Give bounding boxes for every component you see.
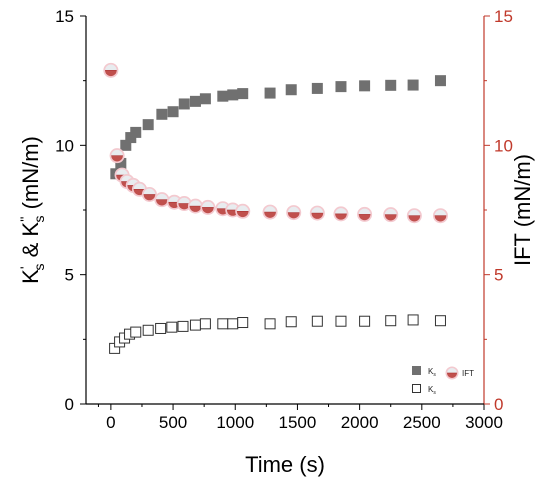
ift-point bbox=[176, 196, 192, 212]
legend-ks1-marker bbox=[412, 366, 421, 375]
ks1-point bbox=[385, 79, 397, 91]
ks2-point bbox=[335, 315, 347, 327]
ift-point bbox=[141, 186, 157, 202]
x-ticks: 0 500 1000 1500 2000 2500 3000 bbox=[97, 404, 503, 432]
ift-point bbox=[154, 192, 170, 208]
right-tick-label: 0 bbox=[494, 395, 503, 414]
ks2-point bbox=[407, 314, 419, 326]
left-y-ticks: 0 5 10 15 bbox=[55, 7, 86, 414]
ks2-point bbox=[264, 318, 276, 330]
x-tick-label: 500 bbox=[159, 413, 187, 432]
ks1-point bbox=[407, 79, 419, 91]
left-tick-label: 0 bbox=[65, 395, 74, 414]
x-tick-label: 0 bbox=[106, 413, 115, 432]
right-axis-title: IFT (mN/m) bbox=[510, 154, 535, 266]
ks2-point bbox=[155, 322, 167, 334]
ks1-point bbox=[217, 90, 229, 102]
x-tick-label: 1500 bbox=[279, 413, 317, 432]
right-tick-label: 5 bbox=[494, 266, 503, 285]
ks1-point bbox=[227, 89, 239, 101]
right-y-ticks: 0 5 10 15 bbox=[484, 7, 513, 414]
left-tick-label: 10 bbox=[55, 136, 74, 155]
ift-point bbox=[262, 204, 278, 220]
ks2-point bbox=[285, 316, 297, 328]
ks1-point bbox=[156, 108, 168, 120]
data-points bbox=[103, 62, 448, 354]
left-tick-label: 5 bbox=[65, 266, 74, 285]
legend: Ks Ks IFT bbox=[412, 366, 474, 396]
ks1-point bbox=[264, 87, 276, 99]
ks2-point bbox=[385, 315, 397, 327]
ift-point bbox=[357, 206, 373, 222]
ks2-point bbox=[130, 326, 142, 338]
ks2-point bbox=[189, 319, 201, 331]
legend-ks2-label: Ks bbox=[428, 385, 436, 396]
ks1-point bbox=[237, 88, 249, 100]
x-tick-label: 2000 bbox=[341, 413, 379, 432]
ks1-point bbox=[115, 157, 127, 169]
ks2-point bbox=[177, 320, 189, 332]
ks1-point bbox=[142, 119, 154, 131]
ks1-point bbox=[189, 95, 201, 107]
ks2-point bbox=[217, 318, 229, 330]
ks1-point bbox=[178, 98, 190, 110]
ks1-point bbox=[335, 81, 347, 93]
ift-point bbox=[383, 207, 399, 223]
ift-point bbox=[406, 208, 422, 224]
ks2-point bbox=[434, 315, 446, 327]
legend-ks2-marker bbox=[412, 384, 421, 393]
left-tick-label: 15 bbox=[55, 7, 74, 26]
ift-point bbox=[333, 206, 349, 222]
x-axis-title: Time (s) bbox=[245, 452, 325, 477]
ks1-point bbox=[167, 106, 179, 118]
ks2-point bbox=[311, 315, 323, 327]
ks1-point bbox=[434, 75, 446, 87]
legend-ks1-label: Ks bbox=[428, 367, 436, 378]
ift-point bbox=[235, 203, 251, 219]
ift-point bbox=[200, 199, 216, 215]
ift-point bbox=[432, 208, 448, 224]
ks2-point bbox=[227, 318, 239, 330]
ift-point bbox=[286, 205, 302, 221]
ift-point bbox=[309, 205, 325, 221]
ift-point bbox=[109, 148, 125, 164]
ks1-point bbox=[120, 139, 132, 151]
ks2-point bbox=[359, 315, 371, 327]
ks1-point bbox=[285, 84, 297, 96]
right-tick-label: 10 bbox=[494, 136, 513, 155]
ks2-point bbox=[199, 318, 211, 330]
x-tick-label: 1000 bbox=[216, 413, 254, 432]
left-axis-title: K's & K''s (mN/m) bbox=[17, 136, 47, 284]
x-tick-label: 3000 bbox=[465, 413, 503, 432]
legend-ift-label: IFT bbox=[462, 369, 474, 378]
ks1-point bbox=[130, 126, 142, 138]
ks2-point bbox=[142, 324, 154, 336]
ks1-point bbox=[311, 82, 323, 94]
ks1-point bbox=[359, 80, 371, 92]
ks2-point bbox=[166, 321, 178, 333]
right-tick-label: 15 bbox=[494, 7, 513, 26]
ift-point bbox=[187, 198, 203, 214]
legend-ift-marker bbox=[445, 366, 459, 380]
ift-point bbox=[103, 62, 119, 78]
ks1-point bbox=[199, 93, 211, 105]
x-tick-label: 2500 bbox=[403, 413, 441, 432]
ks2-point bbox=[237, 317, 249, 329]
